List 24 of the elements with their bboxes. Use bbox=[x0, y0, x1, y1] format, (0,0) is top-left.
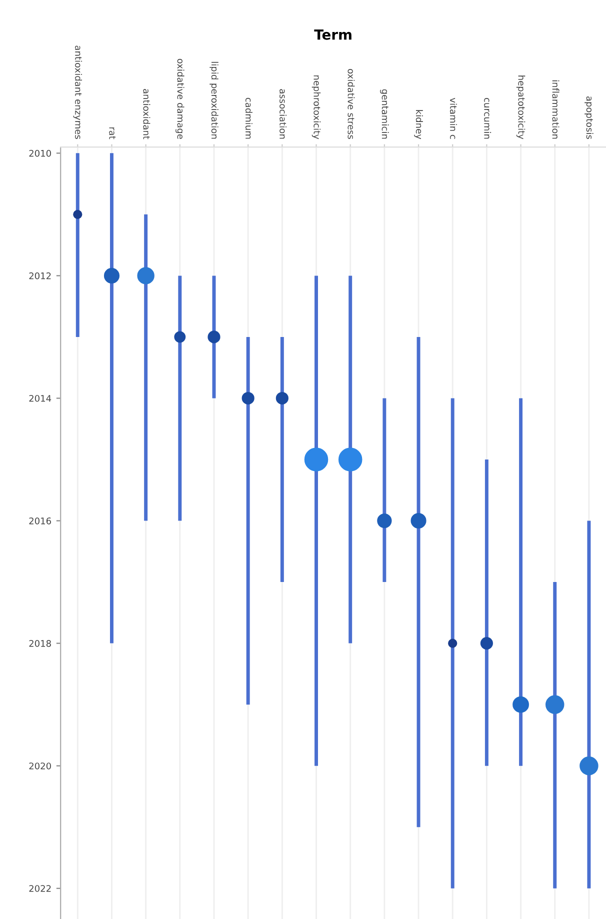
y-tick-label: 2014 bbox=[29, 394, 52, 402]
y-tick-label: 2022 bbox=[29, 885, 51, 892]
x-axis-title: Term bbox=[314, 30, 352, 40]
x-tick-label: hepatotoxicity bbox=[516, 76, 526, 140]
x-tick-label: oxidative stress bbox=[348, 69, 355, 139]
y-tick-label: 2010 bbox=[29, 150, 51, 157]
y-tick-label: 2016 bbox=[29, 517, 52, 524]
x-tick-label: lipid peroxidation bbox=[210, 62, 218, 139]
x-tick-label: oxidative damage bbox=[176, 58, 184, 139]
y-tick-label: 2020 bbox=[29, 762, 51, 770]
x-tick-label: gentamicin bbox=[380, 89, 389, 139]
x-tick-label: curcumin bbox=[484, 98, 492, 139]
x-tick-label: nephrotoxicity bbox=[312, 75, 321, 140]
x-tick-label: antioxidant enzymes bbox=[73, 46, 82, 139]
x-tick-label: antioxidant bbox=[143, 89, 150, 140]
x-tick-label: association bbox=[280, 89, 287, 139]
x-tick-label: rat bbox=[109, 127, 116, 140]
y-tick-label: 2018 bbox=[29, 640, 51, 647]
x-tick-label: inflammation bbox=[552, 80, 560, 139]
x-tick-label: vitamin c bbox=[450, 98, 457, 139]
y-tick-label: 2012 bbox=[29, 272, 51, 280]
x-tick-label: apoptosis bbox=[584, 96, 594, 139]
x-tick-label: kidney bbox=[414, 110, 423, 140]
x-tick-label: cadmium bbox=[245, 98, 252, 139]
